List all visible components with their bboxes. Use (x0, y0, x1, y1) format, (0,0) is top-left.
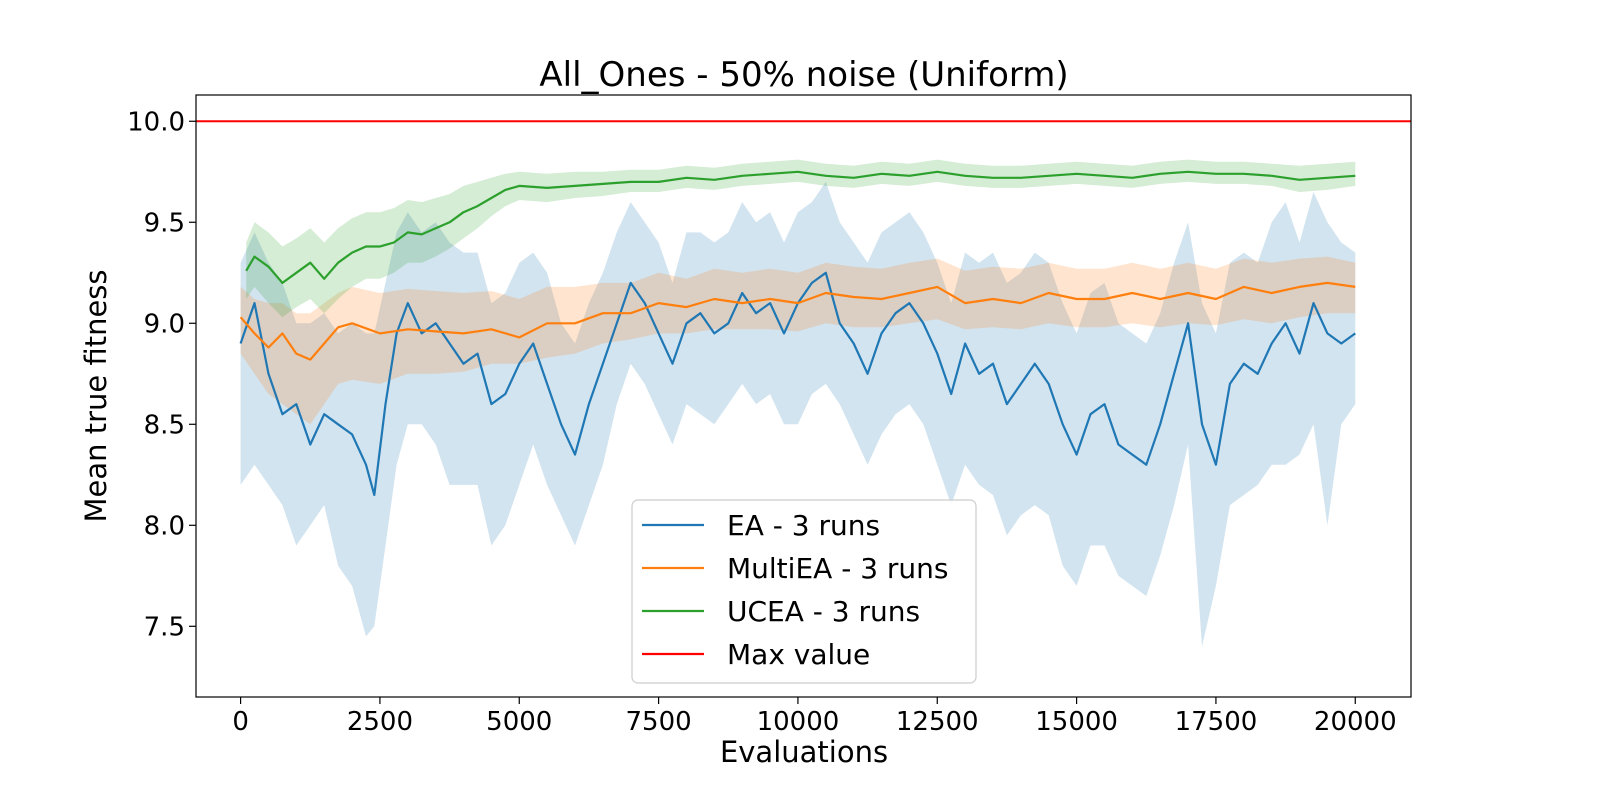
x-axis: 0 2500 5000 7500 10000 12500 15000 17500 20000 (232, 697, 1397, 737)
series-1-line (239, 281, 1356, 361)
y-tick-label: 8.0 (144, 511, 185, 541)
series-layer (196, 120, 1411, 647)
plot-area (196, 120, 1411, 647)
y-tick-label: 9.5 (144, 208, 185, 238)
y-tick-label: 8.5 (144, 410, 185, 440)
x-tick-label: 15000 (1035, 707, 1118, 737)
series-0-confidence-band (240, 181, 1356, 647)
series-0-line (239, 271, 1356, 497)
legend-label: MultiEA - 3 runs (727, 552, 949, 585)
x-tick-label: 10000 (757, 707, 840, 737)
x-axis-label: Evaluations (720, 735, 888, 769)
chart-title: All_Ones - 50% noise (Uniform) (539, 55, 1068, 95)
legend: EA - 3 runs MultiEA - 3 runs UCEA - 3 runs… (631, 499, 977, 684)
x-tick-label: 5000 (486, 707, 552, 737)
x-tick-label: 17500 (1175, 707, 1258, 737)
legend-box (631, 499, 977, 684)
y-tick-label: 9.0 (144, 309, 185, 339)
plot-frame (195, 94, 1412, 698)
series-2-confidence-band (246, 159, 1356, 318)
legend-label: UCEA - 3 runs (727, 595, 920, 628)
y-axis-label: Mean true fitness (79, 269, 113, 522)
x-tick-label: 0 (232, 707, 249, 737)
y-axis: 7.5 8.0 8.5 9.0 9.5 10.0 (127, 107, 196, 642)
series-2-line (245, 170, 1356, 284)
x-tick-label: 7500 (626, 707, 692, 737)
y-tick-label: 10.0 (127, 107, 185, 137)
legend-label: EA - 3 runs (727, 509, 880, 542)
x-tick-label: 2500 (347, 707, 413, 737)
legend-label: Max value (727, 638, 870, 671)
x-tick-label: 20000 (1314, 707, 1397, 737)
x-tick-label: 12500 (896, 707, 979, 737)
y-tick-label: 7.5 (144, 612, 185, 642)
